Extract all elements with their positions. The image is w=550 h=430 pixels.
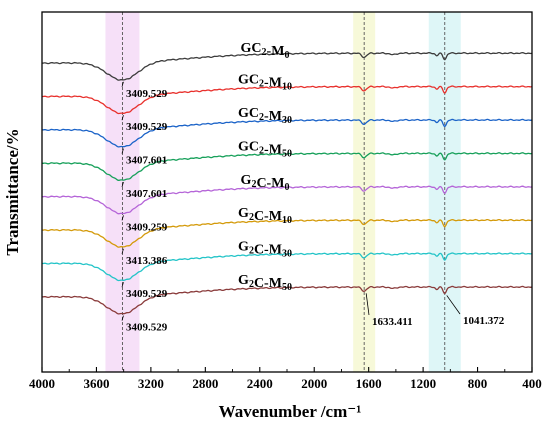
peak-arrow bbox=[121, 115, 124, 121]
peak-label: 3409.259 bbox=[126, 221, 168, 233]
x-tick-label: 2000 bbox=[301, 376, 327, 391]
x-tick-label: 1600 bbox=[356, 376, 382, 391]
peak-label: 3413.386 bbox=[126, 255, 168, 267]
peak-arrow bbox=[121, 315, 124, 321]
peak-label: 3407.601 bbox=[126, 188, 167, 200]
peak-arrow bbox=[121, 282, 124, 288]
series-line bbox=[41, 185, 533, 215]
peak-label: 3407.601 bbox=[126, 155, 167, 167]
peak-arrow bbox=[121, 215, 124, 221]
series-name-label: GC2-M50 bbox=[238, 139, 292, 159]
series-line bbox=[41, 218, 533, 248]
series-line bbox=[41, 285, 533, 315]
y-axis-title: Transmittance/% bbox=[3, 128, 22, 255]
peak-arrow bbox=[121, 248, 124, 254]
peak-label: 3409.529 bbox=[126, 88, 168, 100]
peak-label: 3409.529 bbox=[126, 121, 168, 133]
peak-arrow bbox=[446, 295, 461, 315]
series-name-label: GC2-M10 bbox=[238, 73, 292, 93]
series-name-label: G2C-M50 bbox=[238, 273, 292, 293]
series-name-label: G2C-M10 bbox=[238, 206, 292, 226]
peak-label: 3409.529 bbox=[126, 322, 168, 334]
peak-arrow bbox=[121, 81, 124, 87]
series-line bbox=[41, 252, 533, 282]
x-tick-label: 400 bbox=[522, 376, 542, 391]
series-name-label: GC2-M30 bbox=[238, 106, 292, 126]
x-tick-label: 800 bbox=[468, 376, 488, 391]
peak-arrow bbox=[365, 293, 370, 316]
series-line bbox=[41, 118, 533, 148]
x-tick-label: 2400 bbox=[247, 376, 273, 391]
series-name-label: G2C-M30 bbox=[238, 240, 292, 260]
x-tick-label: 4000 bbox=[29, 376, 55, 391]
peak-label: 1633.411 bbox=[372, 316, 413, 328]
peak-label: 1041.372 bbox=[463, 315, 505, 327]
peak-label: 3409.529 bbox=[126, 288, 168, 300]
x-axis-title: Wavenumber /cm⁻¹ bbox=[219, 402, 362, 421]
peak-arrow bbox=[121, 148, 124, 154]
peak-arrow bbox=[121, 181, 124, 188]
series-name-label: GC2-M0 bbox=[241, 41, 290, 61]
x-tick-label: 1200 bbox=[410, 376, 436, 391]
x-tick-label: 3600 bbox=[83, 376, 109, 391]
series-name-label: G2C-M0 bbox=[241, 173, 290, 193]
x-tick-label: 2800 bbox=[192, 376, 218, 391]
x-tick-label: 3200 bbox=[138, 376, 164, 391]
series-line bbox=[41, 51, 533, 81]
series-line bbox=[41, 85, 533, 115]
series-line bbox=[41, 152, 533, 181]
